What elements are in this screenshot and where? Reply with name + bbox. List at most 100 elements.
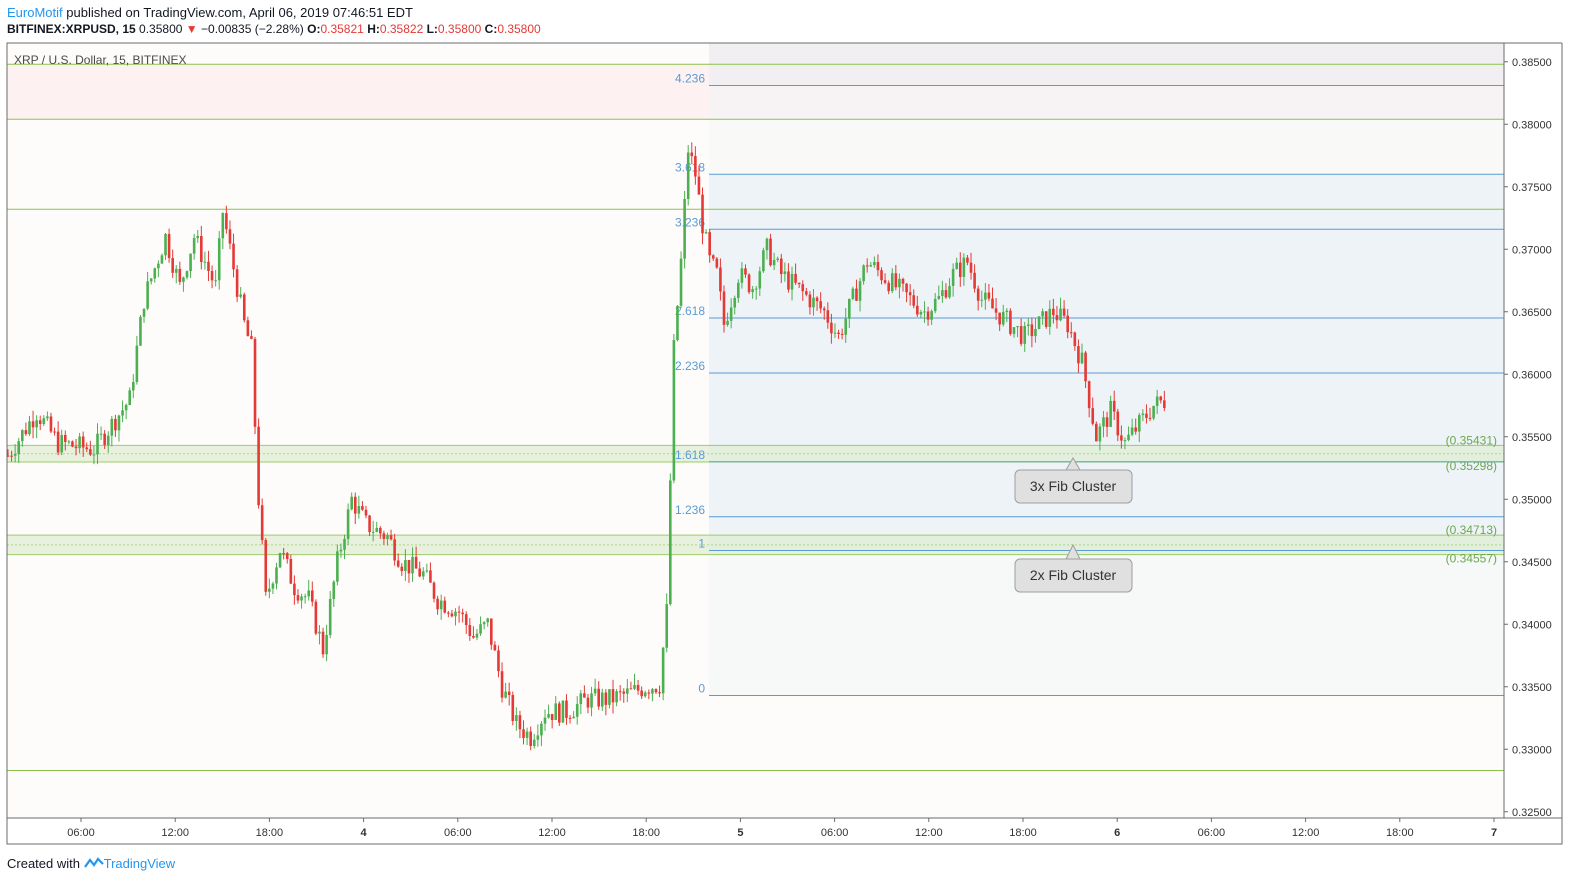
candle-body	[640, 690, 643, 697]
candle-body	[1095, 423, 1098, 442]
high-label: H:	[367, 22, 380, 36]
candle-body	[1120, 435, 1123, 441]
candle-body	[790, 273, 794, 290]
candle-body	[819, 301, 822, 309]
candle-body	[837, 332, 840, 334]
candle-body	[876, 261, 880, 271]
candle-body	[543, 717, 547, 724]
candle-body	[1127, 434, 1130, 441]
fib-level-label: 4.236	[675, 72, 705, 86]
candle-body	[962, 257, 966, 277]
candle-body	[447, 612, 450, 614]
candle-body	[318, 631, 321, 634]
candle-body	[590, 693, 593, 708]
candle-body	[901, 278, 905, 284]
candle-body	[966, 257, 969, 263]
candle-body	[622, 691, 626, 694]
time-tick-label: 12:00	[1292, 827, 1320, 839]
candle-body	[1152, 405, 1155, 419]
candle-body	[429, 570, 432, 583]
candle-body	[715, 258, 719, 268]
time-tick-label: 18:00	[632, 827, 660, 839]
candle-body	[916, 305, 919, 315]
candle-body	[744, 268, 747, 275]
candle-body	[1069, 332, 1073, 334]
candle-body	[1034, 329, 1037, 337]
candle-body	[182, 277, 185, 282]
candle-body	[948, 285, 951, 298]
low-label: L:	[426, 22, 438, 36]
candle-body	[450, 613, 454, 617]
candle-body	[146, 281, 149, 309]
candle-body	[1159, 396, 1163, 401]
candle-body	[235, 269, 239, 297]
candle-body	[31, 421, 35, 428]
author-link[interactable]: EuroMotif	[7, 5, 63, 20]
candle-body	[1109, 400, 1112, 427]
publish-text: published on TradingView.com, April 06, …	[62, 5, 413, 20]
candle-body	[253, 338, 257, 427]
candle-body	[375, 527, 379, 532]
candle-body	[89, 449, 92, 455]
fib-level-label: 3.618	[675, 160, 705, 174]
candle-body	[135, 345, 139, 383]
candle-body	[379, 527, 382, 534]
candle-body	[958, 262, 962, 277]
last-price: 0.35800	[139, 22, 183, 36]
callout-box	[1014, 469, 1133, 504]
candle-body	[944, 290, 948, 298]
candle-body	[239, 294, 242, 297]
candle-body	[49, 416, 53, 432]
candle-body	[758, 271, 762, 289]
candle-body	[969, 262, 973, 273]
candle-body	[772, 259, 776, 266]
candle-body	[658, 692, 661, 694]
candle-body	[540, 723, 543, 736]
candle-body	[1052, 308, 1055, 316]
candle-body	[1073, 332, 1077, 347]
candle-body	[6, 455, 10, 457]
candle-body	[783, 271, 787, 275]
price-tick-label: 0.36000	[1512, 369, 1552, 381]
candle-body	[293, 583, 296, 596]
candle-body	[1163, 400, 1166, 409]
candle-body	[690, 152, 694, 157]
tradingview-link[interactable]: TradingView	[103, 856, 176, 871]
price-change: −0.00835 (−2.28%)	[201, 22, 304, 36]
candle-body	[722, 291, 726, 325]
candle-body	[71, 441, 74, 447]
candle-body	[1084, 352, 1087, 382]
candle-body	[848, 298, 851, 319]
candle-body	[565, 700, 568, 718]
price-axis[interactable]: 0.38500 0.38000 0.37500 0.37000 0.36500 0.360…	[1504, 57, 1552, 819]
price-tick-label: 0.37500	[1512, 182, 1552, 194]
candle-body	[386, 535, 389, 539]
candle-body	[912, 295, 916, 306]
candle-body	[636, 684, 640, 691]
candle-body	[568, 717, 572, 719]
candle-body	[178, 268, 182, 282]
low-value: 0.35800	[437, 22, 482, 36]
candle-body	[873, 261, 876, 266]
candle-body	[432, 582, 436, 599]
candle-body	[164, 233, 167, 256]
callout-box	[1014, 558, 1133, 593]
candle-body	[611, 689, 615, 703]
candle-body	[278, 553, 282, 568]
candle-body	[475, 633, 479, 638]
close-label: C:	[484, 22, 498, 36]
candle-body	[56, 431, 60, 453]
candle-body	[1155, 396, 1159, 406]
open-value: 0.35821	[320, 22, 364, 36]
cluster-top-label: (0.34713)	[1446, 523, 1497, 537]
candle-body	[726, 320, 729, 325]
candle-body	[554, 703, 558, 720]
candle-body	[1148, 417, 1152, 419]
time-tick-label: 06:00	[67, 827, 95, 839]
time-axis[interactable]: 06:00 12:00 18:00 4 06:00 12:00 18:00 5 06:00 12:…	[67, 818, 1497, 839]
candle-body	[890, 273, 894, 292]
candle-body	[815, 297, 819, 302]
candle-body	[618, 691, 622, 693]
cluster-top-label: (0.35431)	[1446, 433, 1497, 447]
